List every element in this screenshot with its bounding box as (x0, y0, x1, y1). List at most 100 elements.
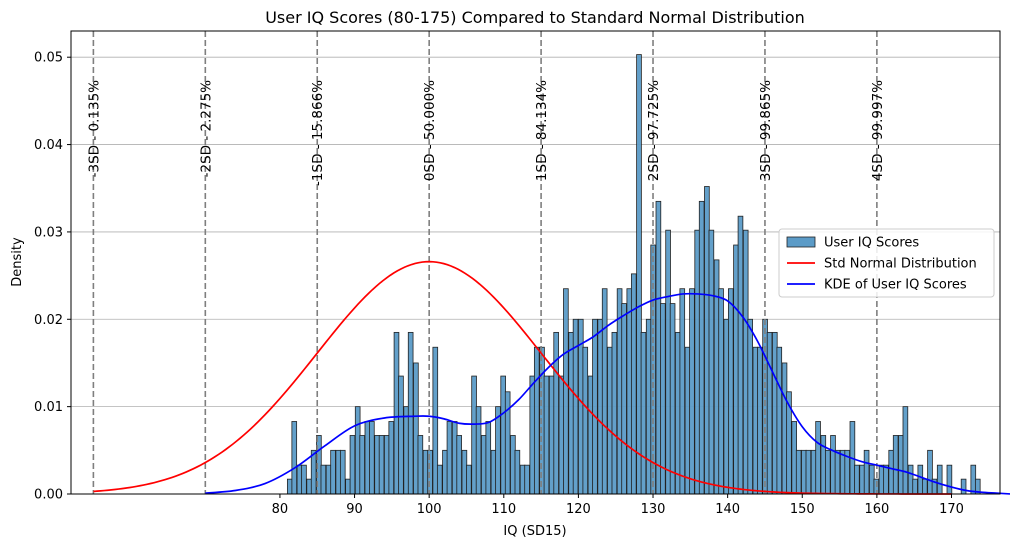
y-tick-label: 0.02 (34, 313, 63, 328)
histogram-bar (432, 346, 439, 495)
histogram-bar (388, 421, 395, 495)
histogram-bar (611, 331, 618, 495)
histogram-bar (694, 229, 700, 495)
histogram-bar (898, 435, 904, 495)
histogram-bar (704, 186, 710, 495)
histogram-bar (510, 435, 516, 495)
histogram-bar (524, 464, 530, 495)
x-tick-label: 150 (790, 502, 815, 517)
histogram-bar (684, 346, 691, 495)
histogram-bar (543, 375, 550, 495)
histogram-bar (471, 375, 477, 495)
sd-label: 1SD - 84.134% (534, 80, 550, 181)
histogram-bar (393, 331, 400, 495)
histogram-bar (742, 229, 749, 495)
histogram-bar (960, 478, 967, 495)
histogram-bar (601, 288, 608, 495)
normal-curve-line (93, 260, 952, 495)
histogram-bar (475, 406, 482, 495)
histogram-bar (301, 464, 307, 495)
histogram-bar (413, 362, 419, 495)
legend-swatch (786, 236, 816, 248)
histogram-bar (727, 288, 734, 495)
histogram-bar (500, 375, 506, 495)
histogram-bar (869, 464, 875, 495)
histogram-bar (422, 449, 429, 495)
sd-label: 3SD - 99.865% (758, 80, 774, 181)
histogram-bar (533, 346, 540, 495)
histogram-bar (679, 288, 686, 495)
histogram-bar (883, 464, 889, 495)
y-tick-label: 0.00 (34, 488, 63, 503)
legend-label: KDE of User IQ Scores (824, 278, 967, 293)
sd-reference-lines: -4SD - 0.003%-3SD - 0.135%-2SD - 2.275%-… (86, 31, 886, 494)
histogram-bar (369, 421, 375, 495)
histogram-bar (970, 464, 977, 495)
histogram-bar (801, 449, 807, 495)
x-tick-label: 130 (641, 502, 666, 517)
histogram-bar (708, 229, 715, 495)
histogram-bar (824, 449, 831, 495)
histogram-bar (446, 421, 453, 495)
histogram-bar (403, 406, 409, 495)
histogram-bar (310, 449, 317, 495)
histogram-bar (757, 346, 763, 495)
histogram-bar (481, 435, 487, 495)
histogram-bars (286, 54, 981, 495)
histogram-bar (529, 375, 536, 495)
y-tick-label: 0.05 (34, 51, 63, 66)
histogram-bar (655, 200, 662, 495)
histogram-bar (810, 449, 817, 495)
histogram-bar (839, 449, 846, 495)
histogram-bar (830, 435, 836, 495)
histogram-bar (330, 449, 336, 495)
legend-label: Std Normal Distribution (824, 257, 977, 272)
histogram-bar (766, 331, 773, 495)
x-tick-label: 120 (566, 502, 591, 517)
y-tick-label: 0.04 (34, 138, 63, 153)
histogram-bar (568, 331, 574, 495)
histogram-bar (946, 464, 953, 495)
histogram-bar (587, 375, 594, 495)
histogram-bar (519, 464, 526, 495)
x-tick-label: 160 (864, 502, 889, 517)
histogram-bar (675, 331, 681, 495)
histogram-bar (859, 464, 865, 495)
histogram-bar (345, 478, 351, 495)
axis-ticks: 80 90 100 110 120 130 140 150 160 170 0.00 0.01 0.02… (34, 51, 964, 517)
histogram-bar (626, 288, 633, 495)
histogram-bar (698, 200, 705, 495)
histogram-bar (335, 449, 342, 495)
histogram-bar (597, 318, 603, 495)
histogram-bar (563, 288, 569, 495)
histogram-bar (723, 318, 730, 495)
histogram-bar (912, 478, 918, 495)
histogram-bar (485, 421, 492, 495)
histogram-bar (733, 244, 739, 495)
histogram-bar (374, 435, 380, 495)
histogram-bar (451, 421, 458, 495)
histogram-bar (339, 449, 346, 495)
histogram-bar (607, 346, 613, 495)
legend-box (778, 228, 995, 298)
histogram-bar (737, 215, 744, 495)
sd-label: 0SD - 50.000% (422, 80, 438, 181)
legend: User IQ Scores Std Normal Distribution KDE… (778, 228, 995, 298)
histogram-bar (917, 464, 924, 495)
histogram-bar (378, 435, 385, 495)
histogram-bar (878, 464, 885, 495)
x-tick-label: 80 (272, 502, 289, 517)
histogram-bar (713, 259, 720, 495)
histogram-bar (660, 303, 666, 495)
x-tick-label: 140 (715, 502, 740, 517)
histogram-bar (892, 435, 899, 495)
y-tick-label: 0.01 (34, 400, 63, 415)
histogram-bar (820, 435, 827, 495)
histogram-bar (888, 449, 894, 495)
histogram-bar (791, 421, 797, 495)
histogram-bar (640, 331, 647, 495)
histogram-bar (504, 391, 511, 495)
histogram-bar (689, 288, 695, 495)
histogram-bar (863, 449, 870, 495)
